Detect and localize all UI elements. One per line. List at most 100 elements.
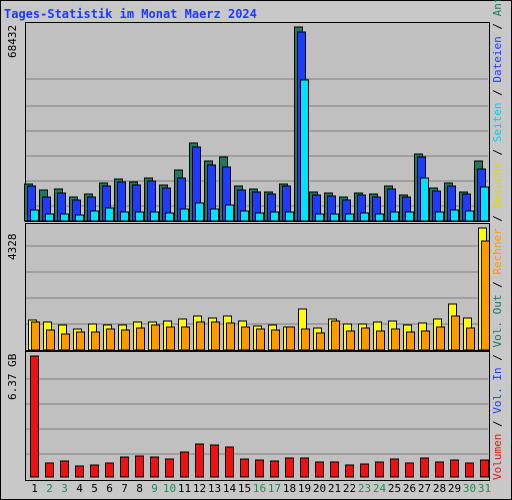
bar-rechner-day-7: [121, 329, 130, 351]
x-tick-day-18: 18: [282, 482, 297, 495]
x-tick-day-7: 7: [121, 482, 128, 495]
bar-rechner-day-8: [136, 327, 145, 351]
x-tick-day-8: 8: [136, 482, 143, 495]
bar-seiten-day-9: [150, 211, 159, 222]
bar-seiten-day-5: [90, 210, 99, 222]
x-tick-day-24: 24: [372, 482, 387, 495]
bar-seiten-day-7: [120, 211, 129, 222]
bar-rechner-day-25: [391, 328, 400, 351]
bar-seiten-day-28: [435, 211, 444, 222]
bar-seiten-day-20: [315, 213, 324, 222]
x-tick-day-30: 30: [462, 482, 477, 495]
bar-rechner-day-4: [76, 331, 85, 351]
bar-rechner-day-14: [226, 322, 235, 351]
bar-rechner-day-30: [466, 327, 475, 351]
bar-rechner-day-24: [376, 330, 385, 351]
x-tick-day-21: 21: [327, 482, 342, 495]
x-tick-day-10: 10: [162, 482, 177, 495]
bar-volumen-day-5: [90, 464, 99, 478]
x-tick-day-1: 1: [31, 482, 38, 495]
bar-seiten-day-6: [105, 207, 114, 222]
bar-seiten-day-11: [180, 208, 189, 222]
x-tick-day-19: 19: [297, 482, 312, 495]
bar-volumen-day-14: [225, 446, 234, 478]
bar-volumen-day-3: [60, 460, 69, 478]
bar-seiten-day-3: [60, 213, 69, 222]
bar-volumen-day-11: [180, 451, 189, 478]
bar-seiten-day-17: [270, 211, 279, 222]
bar-volumen-day-31: [480, 459, 489, 478]
x-tick-day-11: 11: [177, 482, 192, 495]
bar-seiten-day-4: [75, 214, 84, 222]
bar-seiten-day-31: [480, 186, 489, 222]
bar-seiten-day-27: [420, 177, 429, 222]
x-tick-day-5: 5: [91, 482, 98, 495]
bar-volumen-day-6: [105, 462, 114, 478]
bar-seiten-day-13: [210, 208, 219, 222]
bar-volumen-day-23: [360, 463, 369, 478]
bar-rechner-day-5: [91, 331, 100, 351]
x-tick-day-17: 17: [267, 482, 282, 495]
bar-seiten-day-2: [45, 213, 54, 222]
bar-rechner-day-19: [301, 328, 310, 351]
bar-seiten-day-26: [405, 211, 414, 222]
bar-rechner-day-26: [406, 331, 415, 351]
x-tick-day-31: 31: [477, 482, 492, 495]
bar-seiten-day-8: [135, 211, 144, 222]
bar-seiten-day-29: [450, 209, 459, 222]
bar-rechner-day-17: [271, 329, 280, 351]
bar-volumen-day-30: [465, 462, 474, 478]
bar-rechner-day-23: [361, 327, 370, 351]
bar-rechner-day-11: [181, 326, 190, 351]
bar-seiten-day-12: [195, 202, 204, 222]
bar-volumen-day-28: [435, 461, 444, 478]
bar-volumen-day-18: [285, 457, 294, 478]
x-tick-day-25: 25: [387, 482, 402, 495]
bar-rechner-day-3: [61, 333, 70, 351]
bar-seiten-day-16: [255, 212, 264, 222]
bar-volumen-day-25: [390, 458, 399, 478]
bar-volumen-day-22: [345, 464, 354, 478]
bar-volumen-day-27: [420, 457, 429, 478]
bar-rechner-day-28: [436, 326, 445, 351]
bar-volumen-day-7: [120, 456, 129, 478]
x-tick-day-28: 28: [432, 482, 447, 495]
chart-title: Tages-Statistik im Monat Maerz 2024: [4, 7, 257, 21]
x-tick-day-29: 29: [447, 482, 462, 495]
bar-rechner-day-31: [481, 240, 490, 351]
x-tick-day-20: 20: [312, 482, 327, 495]
bar-seiten-day-21: [330, 213, 339, 222]
bar-seiten-day-25: [390, 211, 399, 222]
bar-volumen-day-16: [255, 459, 264, 478]
bar-volumen-day-1: [30, 355, 39, 478]
bar-rechner-day-20: [316, 332, 325, 351]
bar-seiten-day-14: [225, 204, 234, 222]
x-tick-day-2: 2: [46, 482, 53, 495]
bar-volumen-day-10: [165, 458, 174, 478]
bar-seiten-day-10: [165, 212, 174, 222]
panel-volume: [25, 351, 490, 481]
x-tick-day-16: 16: [252, 482, 267, 495]
bar-seiten-day-22: [345, 213, 354, 222]
x-tick-day-23: 23: [357, 482, 372, 495]
bar-seiten-day-15: [240, 210, 249, 222]
bar-seiten-day-24: [375, 213, 384, 222]
bar-volumen-day-4: [75, 465, 84, 478]
bar-seiten-day-18: [285, 211, 294, 222]
x-tick-day-14: 14: [222, 482, 237, 495]
bar-rechner-day-13: [211, 321, 220, 351]
bar-rechner-day-15: [241, 326, 250, 351]
bar-volumen-day-9: [150, 456, 159, 478]
bar-rechner-day-1: [31, 321, 40, 351]
bar-rechner-day-22: [346, 330, 355, 351]
bar-rechner-day-21: [331, 320, 340, 351]
bar-volumen-day-17: [270, 460, 279, 478]
x-tick-day-15: 15: [237, 482, 252, 495]
bar-rechner-day-9: [151, 324, 160, 351]
x-tick-day-4: 4: [76, 482, 83, 495]
bar-rechner-day-2: [46, 329, 55, 351]
bar-seiten-day-19: [300, 79, 309, 222]
bar-volumen-day-12: [195, 443, 204, 478]
bar-volumen-day-15: [240, 458, 249, 478]
x-tick-day-6: 6: [106, 482, 113, 495]
